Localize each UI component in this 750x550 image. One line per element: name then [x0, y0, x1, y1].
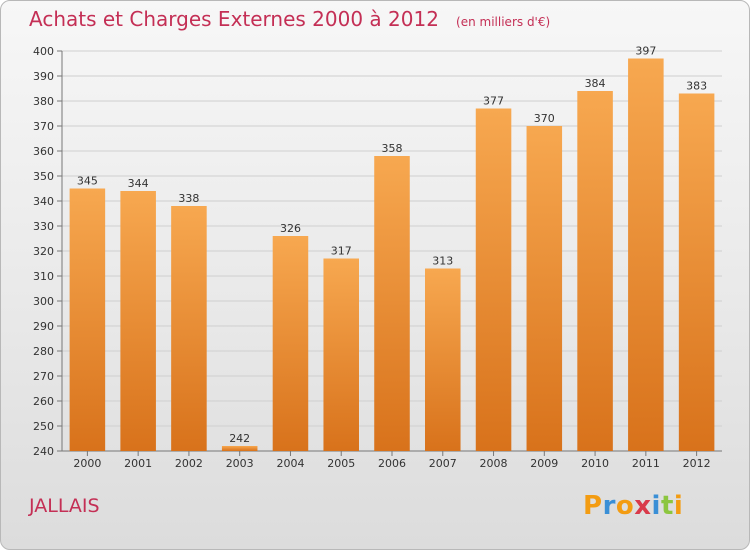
- y-tick-label: 240: [33, 445, 54, 458]
- chart-title: Achats et Charges Externes 2000 à 2012: [29, 7, 439, 31]
- data-label: 344: [128, 177, 149, 190]
- bar: [374, 156, 410, 451]
- data-label: 358: [382, 142, 403, 155]
- x-tick-label: 2012: [683, 457, 711, 470]
- bar: [475, 108, 512, 451]
- y-tick-label: 290: [33, 320, 54, 333]
- commune-name: JALLAIS: [29, 495, 100, 517]
- data-label: 338: [178, 192, 199, 205]
- bar: [221, 446, 258, 451]
- x-tick-label: 2004: [276, 457, 304, 470]
- data-label: 384: [585, 77, 606, 90]
- y-tick-label: 360: [33, 145, 54, 158]
- y-tick-label: 330: [33, 220, 54, 233]
- y-tick-label: 300: [33, 295, 54, 308]
- x-tick-label: 2002: [175, 457, 203, 470]
- bar: [425, 268, 461, 451]
- y-tick-label: 370: [33, 120, 54, 133]
- data-label: 317: [331, 245, 352, 258]
- data-label: 313: [432, 255, 453, 268]
- x-tick-label: 2007: [429, 457, 457, 470]
- bar: [272, 236, 309, 451]
- x-tick-label: 2000: [73, 457, 101, 470]
- y-tick-label: 250: [33, 420, 54, 433]
- data-label: 383: [686, 80, 707, 93]
- logo-letter: i: [673, 491, 684, 521]
- bar: [120, 191, 156, 451]
- y-tick-label: 400: [33, 45, 54, 58]
- x-tick-label: 2006: [378, 457, 406, 470]
- data-label: 370: [534, 112, 555, 125]
- y-tick-label: 270: [33, 370, 54, 383]
- x-tick-label: 2008: [480, 457, 508, 470]
- bar: [323, 258, 359, 451]
- y-tick-label: 390: [33, 70, 54, 83]
- logo-letter: o: [615, 491, 635, 521]
- logo-letter: i: [651, 491, 661, 521]
- x-tick-label: 2010: [581, 457, 609, 470]
- chart-subtitle: (en milliers d'€): [456, 15, 551, 29]
- bar: [678, 93, 715, 451]
- data-label: 397: [635, 45, 656, 58]
- logo-letter: r: [602, 491, 616, 521]
- y-tick-label: 260: [33, 395, 54, 408]
- data-label: 377: [483, 95, 504, 108]
- bar: [171, 206, 207, 451]
- bar: [526, 126, 563, 451]
- logo-letter: x: [634, 491, 652, 521]
- data-label: 242: [229, 432, 250, 445]
- x-tick-label: 2005: [327, 457, 355, 470]
- y-tick-label: 350: [33, 170, 54, 183]
- bar: [577, 91, 613, 451]
- y-tick-label: 310: [33, 270, 54, 283]
- x-tick-label: 2009: [530, 457, 558, 470]
- x-tick-label: 2011: [632, 457, 660, 470]
- proxiti-logo: Proxiti: [583, 491, 683, 521]
- y-tick-label: 340: [33, 195, 54, 208]
- bar: [628, 58, 664, 451]
- x-tick-label: 2003: [226, 457, 254, 470]
- bar: [69, 188, 106, 451]
- y-tick-label: 380: [33, 95, 54, 108]
- y-tick-label: 320: [33, 245, 54, 258]
- logo-letter: P: [583, 491, 603, 521]
- x-tick-label: 2001: [124, 457, 152, 470]
- y-tick-label: 280: [33, 345, 54, 358]
- chart-title-row: Achats et Charges Externes 2000 à 2012 (…: [29, 7, 550, 31]
- data-label: 326: [280, 222, 301, 235]
- logo-letter: t: [660, 491, 674, 521]
- data-label: 345: [77, 175, 98, 188]
